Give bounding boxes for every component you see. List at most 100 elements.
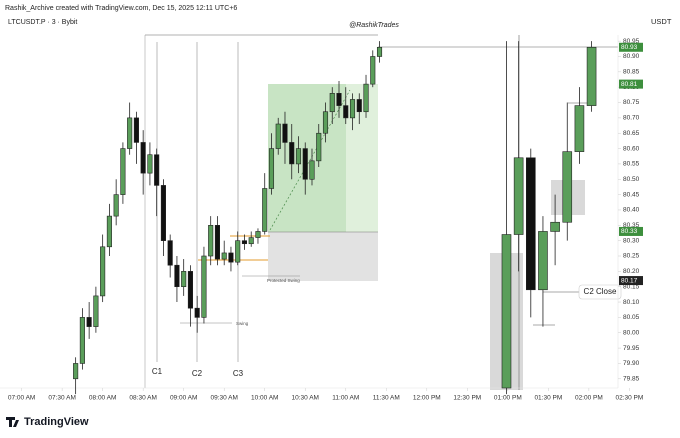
candle-body [356, 99, 362, 113]
candle-body [343, 105, 349, 119]
price-marker [619, 276, 643, 286]
candle-body [501, 234, 512, 389]
candle-body [282, 123, 288, 143]
x-tick-label: 02:00 PM [575, 395, 603, 402]
candle-body [79, 317, 85, 364]
candle-body [113, 194, 119, 217]
x-tick-label: 07:30 AM [48, 395, 75, 402]
y-tick-label: 80.35 [623, 222, 640, 229]
candle-body [562, 151, 573, 223]
logo-icon [6, 417, 19, 427]
candle-body [513, 157, 524, 235]
candle-body [167, 240, 173, 266]
x-tick-label: 01:00 PM [494, 395, 522, 402]
candle-body [550, 221, 560, 232]
x-tick-label: 01:30 PM [534, 395, 562, 402]
y-tick-label: 80.75 [623, 99, 640, 106]
price-marker-label: 80.93 [621, 44, 638, 51]
x-tick-label: 11:00 AM [332, 395, 359, 402]
annotation: C2 [192, 369, 203, 378]
y-tick-label: 79.85 [623, 376, 640, 383]
y-tick-label: 80.55 [623, 161, 640, 168]
candle-body [133, 117, 139, 143]
candle-body [349, 99, 356, 119]
candle-body [174, 264, 180, 288]
price-marker-label: 80.81 [621, 81, 638, 88]
candle-body [302, 148, 308, 180]
x-tick-label: 09:30 AM [210, 395, 237, 402]
y-tick-label: 80.90 [623, 53, 640, 60]
candle-body [235, 240, 241, 263]
candle-body [86, 317, 92, 327]
logo: TradingView [6, 416, 89, 428]
candle-body [262, 188, 268, 232]
candle-body [322, 111, 329, 134]
y-tick-label: 80.25 [623, 253, 640, 260]
candle-body [120, 148, 126, 195]
x-tick-label: 08:00 AM [89, 395, 116, 402]
y-tick-label: 80.85 [623, 69, 640, 76]
candle-body [228, 252, 234, 263]
header: Rashik_Archive created with TradingView.… [5, 5, 237, 12]
candle-body [214, 225, 221, 260]
y-tick-label: 80.20 [623, 268, 640, 275]
y-tick-label: 80.00 [623, 329, 640, 336]
candle-body [127, 117, 133, 149]
y-tick-label: 80.15 [623, 283, 640, 290]
x-tick-label: 07:00 AM [8, 395, 35, 402]
candle-body [363, 83, 369, 113]
annotation: C1 [152, 367, 163, 376]
candle-body [316, 132, 322, 162]
candle-body [309, 160, 315, 180]
x-tick-label: 11:30 AM [373, 395, 400, 402]
candle-body [525, 157, 536, 291]
y-tick-label: 80.40 [623, 207, 640, 214]
x-tick-label: 08:30 AM [129, 395, 156, 402]
y-tick-label: 80.30 [623, 237, 640, 244]
candle-body [140, 142, 146, 174]
y-tick-label: 79.95 [623, 345, 640, 352]
watermark: @RashikTrades [349, 22, 399, 29]
x-tick-label: 10:30 AM [292, 395, 319, 402]
x-tick-label: 02:30 PM [615, 395, 643, 402]
x-tick-label: 09:00 AM [170, 395, 197, 402]
price-marker [619, 42, 643, 52]
annotation: C3 [233, 369, 244, 378]
y-tick-label: 79.90 [623, 360, 640, 367]
candle-body [248, 237, 254, 245]
x-tick-label: 12:30 PM [453, 395, 481, 402]
candle-body [181, 271, 187, 288]
annotation: C2 Close [584, 287, 617, 296]
candle-body [241, 240, 248, 245]
y-tick-label: 80.65 [623, 130, 640, 137]
annotation: Swing [236, 321, 249, 326]
price-marker-label: 80.33 [621, 228, 638, 235]
candle-body [370, 56, 376, 85]
y-tick-label: 80.05 [623, 314, 640, 321]
candle-body [255, 231, 261, 238]
candle-body [201, 255, 207, 318]
candle-body [221, 252, 227, 260]
path-line [269, 89, 351, 231]
y-tick-label: 80.10 [623, 299, 640, 306]
y-tick-label: 80.45 [623, 191, 640, 198]
x-tick-label: 10:00 AM [251, 395, 278, 402]
candle-body [295, 148, 302, 165]
y-tick-label: 80.60 [623, 145, 640, 152]
x-tick-label: 12:00 PM [413, 395, 441, 402]
currency: USDT [651, 17, 672, 26]
candle-body [574, 105, 585, 152]
candle-body [93, 295, 99, 327]
candle-body [275, 123, 281, 149]
candle-body [586, 46, 597, 106]
y-tick-label: 80.50 [623, 176, 640, 183]
annotation: Protected Swing [267, 278, 300, 283]
candle-body [160, 185, 166, 241]
price-marker-label: 80.17 [621, 277, 638, 284]
candle-body [187, 271, 193, 309]
candle-body [194, 307, 200, 318]
candle-body [268, 148, 275, 189]
candle-body [147, 154, 153, 174]
candle-body [73, 363, 79, 380]
